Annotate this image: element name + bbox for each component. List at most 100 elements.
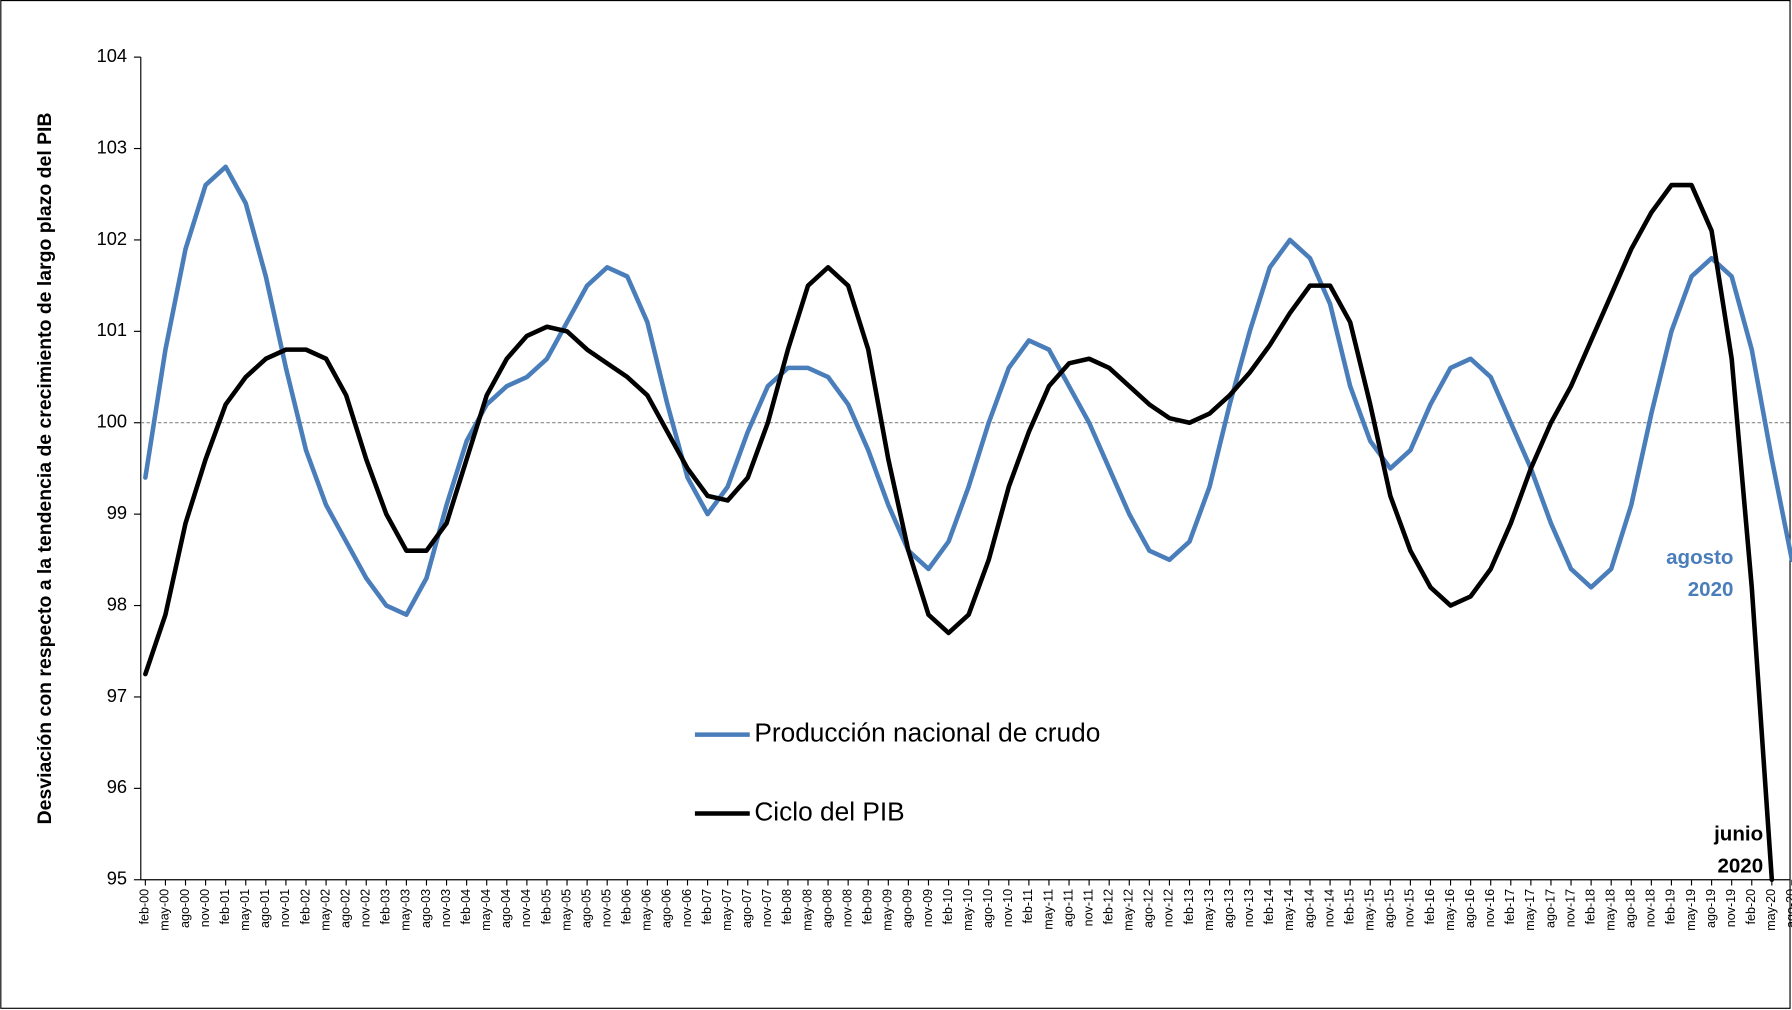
x-tick-label: may-02 [318, 889, 332, 931]
x-tick-label: feb-18 [1583, 889, 1597, 925]
x-tick-label: may-18 [1604, 889, 1618, 931]
x-tick-label: ago-05 [579, 889, 593, 928]
x-tick-label: may-09 [881, 889, 895, 931]
x-tick-label: may-01 [238, 889, 252, 931]
annotation: junio [1713, 823, 1763, 846]
x-tick-label: nov-11 [1081, 889, 1095, 926]
x-tick-label: feb-20 [1744, 889, 1758, 925]
x-tick-label: ago-15 [1383, 889, 1397, 928]
x-tick-label: feb-16 [1423, 889, 1437, 925]
x-tick-label: nov-18 [1644, 889, 1658, 927]
x-tick-label: feb-11 [1021, 889, 1035, 924]
x-tick-label: nov-16 [1483, 889, 1497, 927]
x-tick-label: ago-09 [901, 889, 915, 928]
x-tick-label: may-07 [720, 889, 734, 931]
x-tick-label: ago-00 [178, 889, 192, 928]
x-tick-label: ago-10 [981, 889, 995, 928]
x-tick-label: may-05 [559, 889, 573, 931]
x-tick-label: may-14 [1282, 889, 1296, 931]
x-tick-label: feb-06 [620, 889, 634, 925]
x-tick-label: may-16 [1443, 889, 1457, 931]
x-tick-label: ago-18 [1624, 889, 1638, 928]
y-tick-label: 101 [97, 319, 127, 340]
x-tick-label: feb-10 [941, 889, 955, 925]
x-tick-label: may-00 [158, 889, 172, 931]
y-tick-label: 102 [97, 228, 127, 249]
x-tick-label: feb-01 [218, 889, 232, 925]
x-tick-label: feb-04 [459, 889, 473, 925]
x-tick-label: nov-19 [1724, 889, 1738, 927]
x-tick-label: feb-14 [1262, 889, 1276, 925]
x-tick-label: feb-13 [1182, 889, 1196, 925]
x-tick-label: ago-11 [1061, 889, 1075, 927]
x-tick-label: feb-00 [138, 889, 152, 925]
x-tick-label: ago-04 [499, 889, 513, 928]
x-tick-label: nov-00 [198, 889, 212, 927]
x-tick-label: ago-14 [1302, 889, 1316, 928]
x-tick-label: ago-20 [1784, 889, 1792, 928]
y-tick-label: 96 [107, 776, 127, 797]
y-tick-label: 100 [97, 411, 127, 432]
x-tick-label: nov-13 [1242, 889, 1256, 927]
x-tick-label: ago-19 [1704, 889, 1718, 928]
x-tick-label: feb-03 [379, 889, 393, 925]
y-tick-label: 95 [107, 868, 127, 889]
x-tick-label: may-06 [640, 889, 654, 931]
x-tick-label: nov-12 [1162, 889, 1176, 927]
x-tick-label: ago-12 [1142, 889, 1156, 928]
annotation: 2020 [1717, 855, 1763, 878]
annotation: agosto [1666, 546, 1733, 569]
x-tick-label: ago-03 [419, 889, 433, 928]
x-tick-label: may-15 [1363, 889, 1377, 931]
x-tick-label: nov-07 [760, 889, 774, 927]
x-tick-label: may-11 [1041, 889, 1055, 930]
x-tick-label: ago-16 [1463, 889, 1477, 928]
y-axis-label: Desviación con respecto a la tendencia d… [34, 113, 56, 825]
y-tick-label: 97 [107, 685, 127, 706]
series-line [143, 182, 1775, 883]
x-tick-label: ago-07 [740, 889, 754, 928]
x-tick-label: nov-03 [439, 889, 453, 927]
x-tick-label: nov-14 [1322, 889, 1336, 927]
x-tick-label: nov-10 [1001, 889, 1015, 927]
x-tick-label: ago-02 [338, 889, 352, 928]
x-tick-label: nov-08 [840, 889, 854, 927]
x-tick-label: feb-05 [539, 889, 553, 925]
y-tick-label: 98 [107, 593, 127, 614]
x-tick-label: may-20 [1764, 889, 1778, 931]
x-tick-label: feb-15 [1342, 889, 1356, 925]
y-tick-label: 104 [97, 45, 127, 66]
x-tick-label: ago-01 [258, 889, 272, 928]
x-tick-label: feb-17 [1503, 889, 1517, 925]
x-tick-label: feb-09 [861, 889, 875, 925]
x-tick-label: may-08 [800, 889, 814, 931]
y-tick-label: 99 [107, 502, 127, 523]
x-tick-label: nov-01 [278, 889, 292, 927]
x-tick-label: nov-09 [921, 889, 935, 927]
x-tick-label: nov-02 [359, 889, 373, 927]
x-tick-label: may-03 [399, 889, 413, 931]
x-tick-label: nov-15 [1403, 889, 1417, 927]
x-tick-label: nov-06 [680, 889, 694, 927]
x-tick-label: feb-19 [1664, 889, 1678, 925]
x-tick-label: may-10 [961, 889, 975, 931]
x-tick-label: nov-04 [519, 889, 533, 927]
x-tick-label: feb-02 [298, 889, 312, 925]
x-tick-label: ago-13 [1222, 889, 1236, 928]
annotation: 2020 [1688, 578, 1734, 601]
x-tick-label: may-04 [479, 889, 493, 931]
x-tick-label: may-19 [1684, 889, 1698, 931]
x-tick-label: ago-17 [1543, 889, 1557, 928]
y-tick-label: 103 [97, 136, 127, 157]
x-tick-label: ago-06 [660, 889, 674, 928]
legend-label: Ciclo del PIB [754, 796, 904, 826]
x-tick-label: may-12 [1122, 889, 1136, 931]
x-tick-label: may-17 [1523, 889, 1537, 931]
series-line [143, 164, 1792, 617]
x-tick-label: feb-12 [1102, 889, 1116, 925]
x-tick-label: feb-08 [780, 889, 794, 925]
x-tick-label: feb-07 [700, 889, 714, 925]
